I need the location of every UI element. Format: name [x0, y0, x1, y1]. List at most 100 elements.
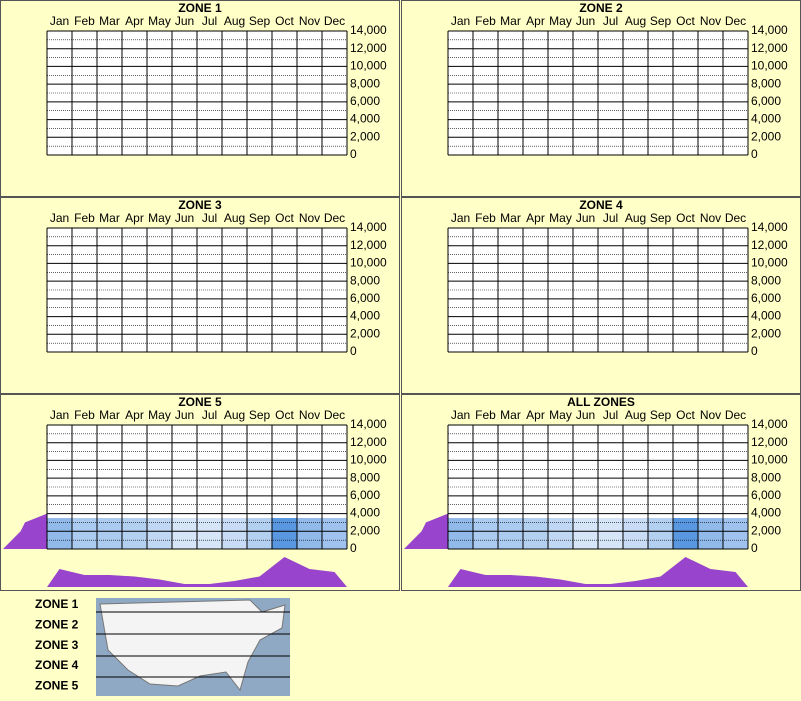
y-tick-label: 10,000: [751, 453, 788, 467]
y-tick-label: 8,000: [751, 76, 781, 90]
y-tick-label: 4,000: [350, 506, 380, 520]
heat-cell: [698, 518, 723, 549]
x-tick-label: Dec: [725, 211, 746, 225]
x-tick-label: Mar: [500, 408, 521, 422]
y-tick-label: 2,000: [751, 129, 781, 143]
month-profile: [47, 557, 347, 587]
x-tick-label: Jun: [576, 408, 595, 422]
month-profile: [448, 557, 748, 587]
panel-border: [0, 0, 400, 197]
chart-title: ZONE 3: [178, 198, 222, 212]
y-tick-label: 14,000: [350, 220, 387, 234]
x-tick-label: Feb: [74, 14, 95, 28]
panel: ZONE 1 0 2,000 4,000 6,000 8,000 10,000 12,000 1…: [0, 0, 400, 197]
x-tick-label: Sep: [249, 211, 271, 225]
heat-cell: [297, 518, 322, 549]
zone-label: ZONE 4: [35, 658, 79, 672]
x-tick-label: Nov: [299, 14, 320, 28]
chart-title: ZONE 2: [579, 1, 623, 15]
y-tick-label: 0: [350, 147, 357, 161]
x-tick-label: Apr: [526, 408, 545, 422]
x-tick-label: Dec: [324, 211, 345, 225]
zone-label: ZONE 1: [35, 597, 79, 611]
x-tick-label: Jan: [451, 408, 470, 422]
x-tick-label: Sep: [650, 211, 672, 225]
heat-cell: [322, 518, 347, 549]
x-tick-label: Dec: [324, 408, 345, 422]
heat-cell: [72, 518, 97, 549]
y-tick-label: 2,000: [751, 326, 781, 340]
x-tick-label: Nov: [700, 408, 721, 422]
heat-cell: [147, 518, 172, 549]
x-tick-label: Oct: [275, 211, 294, 225]
heat-cell: [97, 518, 122, 549]
panel: ZONE 4 0 2,000 4,000 6,000 8,000 10,000 12,000 1…: [401, 197, 801, 394]
x-tick-label: Jun: [576, 211, 595, 225]
x-tick-label: Jan: [50, 14, 69, 28]
y-tick-label: 10,000: [751, 256, 788, 270]
heat-cell: [623, 518, 648, 549]
elevation-profile: [3, 513, 47, 549]
y-tick-label: 10,000: [350, 256, 387, 270]
y-tick-label: 2,000: [350, 523, 380, 537]
y-tick-label: 2,000: [350, 326, 380, 340]
heat-cell: [47, 518, 72, 549]
x-tick-label: Apr: [125, 211, 144, 225]
y-tick-label: 0: [751, 541, 758, 555]
x-tick-label: Oct: [275, 14, 294, 28]
y-tick-label: 6,000: [350, 94, 380, 108]
y-tick-label: 12,000: [751, 238, 788, 252]
y-tick-label: 8,000: [751, 470, 781, 484]
x-tick-label: Mar: [500, 14, 521, 28]
x-tick-label: Aug: [224, 408, 245, 422]
x-tick-label: May: [549, 408, 572, 422]
x-tick-label: Aug: [625, 14, 646, 28]
map-land: [99, 599, 286, 692]
heat-cell: [473, 518, 498, 549]
panel-border: [0, 197, 400, 394]
x-tick-label: Feb: [74, 211, 95, 225]
chart-title: ZONE 5: [178, 395, 222, 409]
zone-label: ZONE 2: [35, 617, 79, 631]
heat-cell: [573, 518, 598, 549]
x-tick-label: Jul: [603, 211, 618, 225]
y-tick-label: 14,000: [350, 417, 387, 431]
y-tick-label: 8,000: [350, 76, 380, 90]
heat-cell: [673, 518, 698, 549]
y-tick-label: 6,000: [751, 488, 781, 502]
y-tick-label: 6,000: [350, 291, 380, 305]
x-tick-label: Aug: [625, 408, 646, 422]
heat-cell: [523, 518, 548, 549]
heat-cell: [122, 518, 147, 549]
x-tick-label: Jun: [175, 211, 194, 225]
y-tick-label: 2,000: [350, 129, 380, 143]
x-tick-label: May: [148, 14, 171, 28]
x-tick-label: Apr: [526, 14, 545, 28]
x-tick-label: Mar: [99, 211, 120, 225]
x-tick-label: Aug: [625, 211, 646, 225]
y-tick-label: 8,000: [350, 273, 380, 287]
x-tick-label: Jul: [603, 14, 618, 28]
heat-cell: [448, 518, 473, 549]
x-tick-label: Jul: [202, 211, 217, 225]
x-tick-label: Jan: [50, 408, 69, 422]
zone-label: ZONE 3: [35, 638, 79, 652]
heat-cell: [197, 518, 222, 549]
heat-cell: [498, 518, 523, 549]
map: [96, 598, 290, 696]
panel-border: [0, 394, 400, 591]
x-tick-label: Jul: [603, 408, 618, 422]
y-tick-label: 14,000: [751, 220, 788, 234]
x-tick-label: Oct: [676, 14, 695, 28]
y-tick-label: 12,000: [350, 238, 387, 252]
x-tick-label: Mar: [500, 211, 521, 225]
x-tick-label: Apr: [125, 408, 144, 422]
y-tick-label: 8,000: [350, 470, 380, 484]
y-tick-label: 14,000: [751, 417, 788, 431]
y-tick-label: 4,000: [751, 506, 781, 520]
x-tick-label: Sep: [650, 408, 672, 422]
x-tick-label: May: [148, 211, 171, 225]
x-tick-label: Mar: [99, 14, 120, 28]
y-tick-label: 10,000: [350, 453, 387, 467]
x-tick-label: May: [549, 14, 572, 28]
